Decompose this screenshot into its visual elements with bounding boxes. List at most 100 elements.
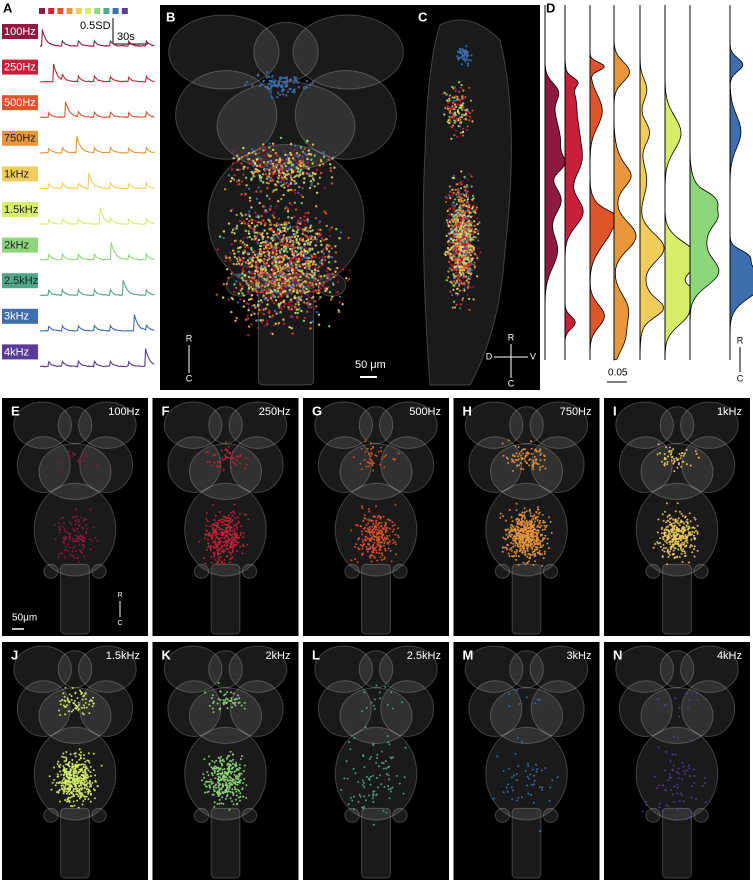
neuron-dot — [293, 179, 296, 183]
neuron-dot — [222, 283, 226, 286]
neuron-dot — [455, 240, 458, 243]
neuron-dot — [265, 268, 268, 272]
neuron-dot — [329, 163, 332, 166]
neuron-dot — [318, 261, 322, 264]
neuron-dot — [253, 253, 257, 256]
neuron-dot — [301, 289, 304, 293]
brain-region — [542, 563, 559, 579]
neuron-dot — [234, 464, 237, 467]
neuron-dot — [364, 526, 367, 529]
neuron-dot — [278, 80, 281, 83]
neuron-dot — [290, 274, 293, 278]
neuron-dot — [470, 54, 473, 57]
neuron-dot — [324, 289, 327, 293]
neuron-dot — [57, 521, 60, 524]
neuron-dot — [250, 238, 254, 241]
neuron-dot — [255, 240, 258, 243]
neuron-dot — [327, 253, 331, 256]
neuron-dot — [287, 189, 290, 192]
neuron-dot — [260, 270, 264, 273]
neuron-dot — [502, 515, 504, 518]
neuron-dot — [450, 218, 453, 221]
neuron-dot — [453, 134, 456, 137]
neuron-dot — [266, 303, 269, 306]
trace-label: 500Hz — [4, 97, 36, 109]
neuron-dot — [59, 517, 62, 520]
neuron-dot — [282, 164, 285, 167]
neuron-dot — [527, 534, 530, 537]
neuron-dot — [259, 267, 263, 270]
neuron-dot — [259, 83, 262, 86]
neuron-dot — [288, 326, 291, 329]
neuron-dot — [255, 164, 259, 168]
neuron-dot — [456, 256, 460, 259]
neuron-dot — [478, 221, 481, 224]
neuron-dot — [65, 537, 68, 540]
neuron-dot — [369, 442, 372, 445]
neuron-dot — [224, 259, 227, 263]
neuron-dot — [296, 246, 299, 249]
neuron-dot — [282, 300, 285, 304]
neuron-dot — [450, 107, 453, 110]
neuron-dot — [290, 300, 293, 303]
neuron-dot — [314, 289, 318, 292]
panel-letter: B — [166, 9, 175, 24]
neuron-dot — [63, 522, 66, 525]
neuron-dot — [220, 536, 223, 539]
neuron-dot — [311, 238, 314, 241]
neuron-dot — [301, 219, 304, 222]
neuron-dot — [78, 543, 81, 546]
neuron-dot — [306, 293, 310, 297]
neuron-dot — [271, 166, 275, 170]
neuron-dot — [315, 240, 319, 244]
neuron-dot — [466, 265, 469, 269]
neuron-dot — [309, 253, 313, 257]
neuron-dot — [466, 114, 469, 117]
neuron-dot — [304, 85, 307, 88]
neuron-dot — [247, 152, 251, 155]
neuron-dot — [273, 216, 276, 219]
neuron-dot — [218, 511, 221, 513]
neuron-dot — [334, 260, 337, 263]
neuron-dot — [258, 174, 262, 177]
neuron-dot — [295, 230, 298, 233]
neuron-dot — [271, 142, 275, 145]
neuron-dot — [265, 194, 269, 197]
neuron-dot — [263, 168, 266, 171]
neuron-dot — [322, 155, 326, 158]
neuron-dot — [469, 286, 472, 289]
neuron-dot — [366, 447, 369, 450]
neuron-dot — [661, 532, 663, 535]
neuron-dot — [236, 516, 239, 519]
neuron-dot — [291, 229, 295, 232]
brain-region — [33, 482, 117, 577]
neuron-dot — [466, 210, 469, 213]
color-swatch — [57, 8, 64, 14]
neuron-dot — [452, 288, 455, 291]
neuron-dot — [361, 553, 364, 556]
neuron-dot — [250, 272, 254, 275]
neuron-dot — [277, 169, 280, 173]
neuron-dot — [238, 242, 242, 245]
neuron-dot — [364, 530, 367, 533]
neuron-dot — [218, 528, 221, 531]
neuron-dot — [267, 75, 271, 78]
brain-region — [344, 563, 360, 579]
neuron-dot — [250, 248, 253, 252]
neuron-dot — [301, 228, 304, 231]
neuron-dot — [536, 532, 539, 535]
neuron-dot — [287, 167, 291, 170]
neuron-dot — [259, 241, 263, 245]
neuron-dot — [451, 96, 454, 99]
neuron-dot — [229, 259, 232, 262]
neuron-dot — [259, 254, 263, 258]
neuron-dot — [231, 231, 234, 234]
neuron-dot — [455, 223, 458, 226]
neuron-dot — [331, 295, 334, 298]
neuron-dot — [269, 241, 272, 245]
neuron-dot — [501, 550, 504, 553]
neuron-dot — [270, 292, 274, 296]
neuron-dot — [540, 524, 543, 527]
neuron-dot — [273, 238, 276, 241]
neuron-dot — [459, 204, 462, 207]
